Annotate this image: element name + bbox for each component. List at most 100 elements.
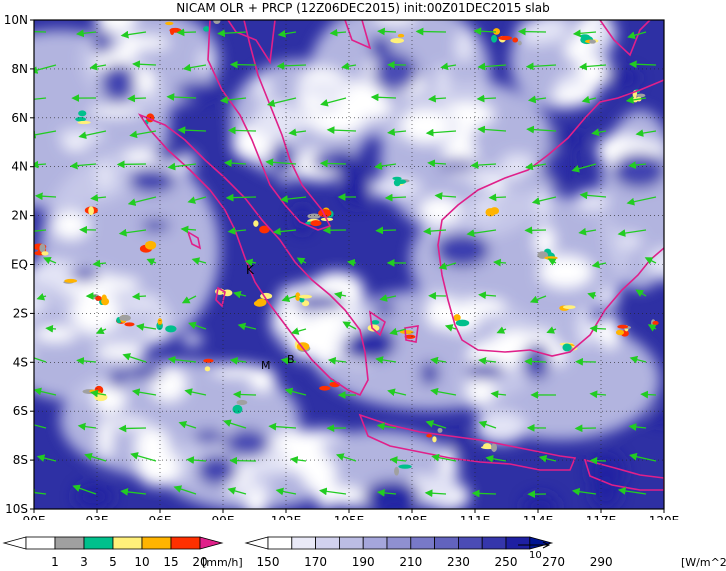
wind-vector [320,97,347,107]
lat-tick-label: 2S [13,306,28,320]
wind-vector [272,227,297,236]
wind-vector [547,258,557,266]
precip-cell [392,176,410,187]
wind-vector [526,125,557,134]
wind-vector [135,323,157,331]
wind-vector [496,326,507,334]
wind-vector [173,485,197,495]
precip-cell [305,213,322,227]
wind-vector [229,357,247,365]
precip-cell [394,464,412,476]
prcp-unit: [mm/h] [202,556,243,569]
wind-vector [72,484,97,495]
wind-vector [90,389,107,398]
wind-vector [627,31,647,40]
wind-vector [89,62,107,71]
wind-vector [635,129,657,137]
wind-vector [244,258,257,267]
wind-vector [389,327,407,336]
wind-vector [477,125,507,134]
precip-cell [75,110,91,125]
olr-bar-segment [457,536,483,550]
map-panel: K M B 90E 93E 96E 99E 102E 105E 108E 111E 114E 11… [4,13,680,520]
wind-vector [342,321,357,330]
wind-vector [127,196,157,206]
olr-bar-label: 150 [257,555,280,569]
wind-vector [289,456,307,464]
wind-vector [34,488,47,497]
wind-vector [440,62,457,71]
precip-cell [579,34,599,45]
lon-tick-label: 114E [523,514,554,520]
wind-vector [477,62,507,71]
prcp-bar-label: 10 [134,555,149,569]
wind-vector [478,291,497,300]
precip-cell [615,324,632,337]
olr-bar-label: 190 [352,555,375,569]
wind-vector [219,96,247,104]
place-label-k: K [246,263,255,277]
precip-cell [453,314,470,327]
wind-vector [490,390,507,399]
wind-vector [444,324,457,332]
precip-cell [390,33,405,44]
wind-vector [69,161,97,170]
wind-vector [296,257,307,265]
prcp-bar-min-arrow [2,536,27,550]
wind-vector [387,388,407,397]
wind-vector [546,326,557,334]
wind-vector [478,356,497,365]
lon-tick-label: 108E [397,514,428,520]
lat-tick-label: 10N [4,13,28,27]
prcp-bar-segment [141,536,172,550]
olr-bar-label: 290 [590,555,613,569]
wind-vector [591,128,607,137]
prcp-bar-label: 5 [109,555,117,569]
wind-vector [647,324,657,332]
wind-vector [265,158,297,167]
wind-vector [485,454,507,463]
wind-vector [581,95,597,104]
wind-vector [177,126,207,135]
wind-vector [146,258,157,266]
prcp-bar-label: 20 [192,555,207,569]
wind-vector [438,262,457,270]
coast-bangka [368,310,386,337]
wind-vector [268,422,297,431]
wind-vector [223,419,247,429]
prcp-bar-segment [54,536,85,550]
olr-bar-segment [481,536,507,550]
coast-thailand [227,20,276,65]
wind-vector [266,97,297,107]
wind-vector [629,355,647,364]
lat-tick-label: 4N [11,160,28,174]
wind-vector [166,93,197,101]
lon-tick-label: 105E [334,514,365,520]
wind-vector [131,388,157,397]
prcp-bar-max-arrow [199,536,224,550]
precip-cell [491,28,513,43]
wind-vector [34,27,47,36]
wind-vector [277,29,297,38]
coast-island-nias [215,286,226,308]
wind-vector [34,227,47,236]
wind-vector [341,62,357,71]
wind-vector [34,97,47,100]
wind-vector [34,387,57,396]
lon-tick-label: 120E [649,514,680,520]
wind-vector [188,321,207,330]
lon-tick-label: 102E [271,514,302,520]
precip-cell [139,240,157,253]
olr-unit: [W/m^2] [681,556,726,569]
precip-cell [559,305,576,311]
wind-vector [473,27,497,36]
precip-cell [156,318,177,333]
olr-field [34,20,664,509]
lat-tick-label: 4S [13,355,28,369]
wind-vector [629,452,657,462]
wind-vector [591,260,607,269]
wind-vector [384,193,407,202]
wind-vector [180,225,197,234]
wind-vector [478,420,497,429]
lon-tick-label: 96E [149,514,172,520]
